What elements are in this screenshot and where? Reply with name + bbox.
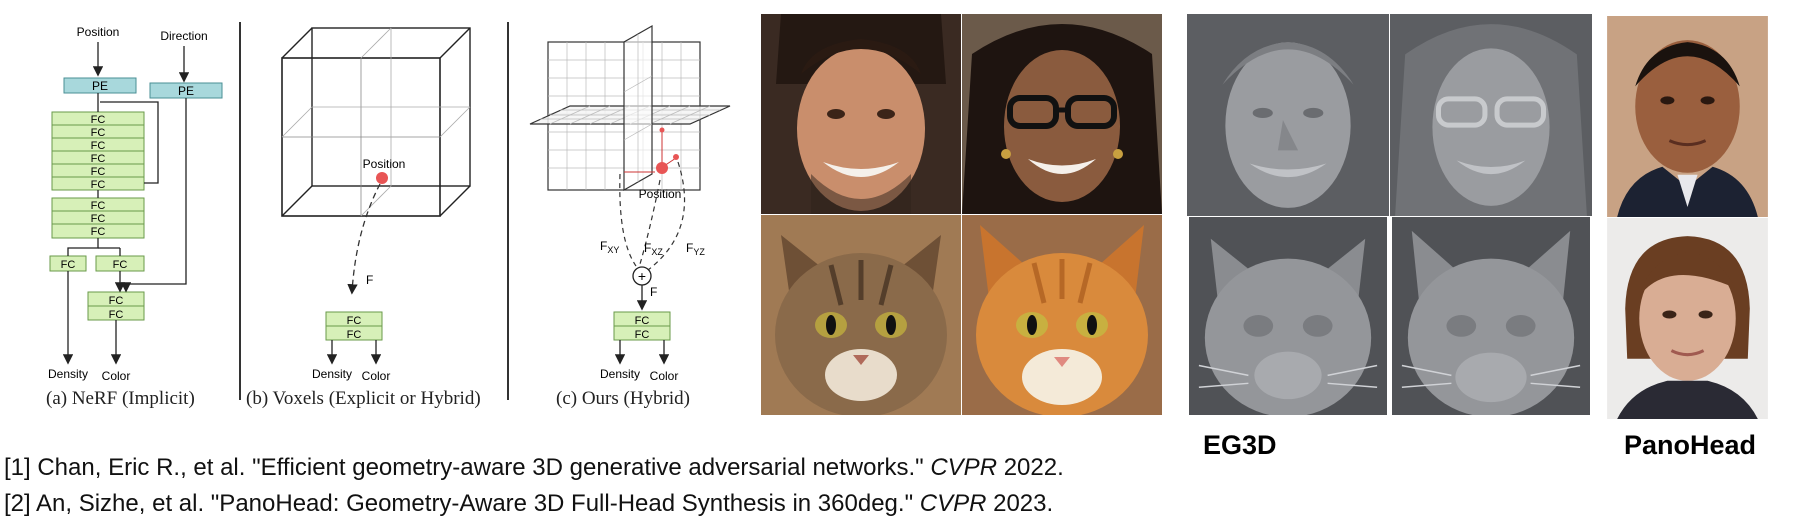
label-eg3d: EG3D [1203, 430, 1277, 460]
voxel-density-label: Density [312, 367, 352, 381]
nerf-pe-box-position [63, 77, 137, 94]
triplane-yz [623, 24, 653, 192]
fxy-label: F [600, 239, 607, 253]
caption-ours: (c) Ours (Hybrid) [556, 388, 691, 409]
nerf-fc-stack-1: FC FC FC FC FC FC [51, 111, 145, 191]
fxz-label: F [644, 241, 651, 255]
reference-2: [2] An, Sizhe, et al. "PanoHead: Geometr… [4, 490, 1054, 517]
photo-orange-cat [962, 215, 1162, 415]
geometry-man-face [1187, 14, 1389, 216]
svg-text:+: + [638, 268, 646, 284]
photo-man-face [761, 14, 961, 214]
svg-text:FC: FC [91, 226, 106, 238]
svg-text:FC: FC [91, 179, 106, 191]
caption-voxels: (b) Voxels (Explicit or Hybrid) [246, 388, 481, 409]
nerf-density-label: Density [48, 367, 88, 381]
nerf-color-label: Color [102, 369, 131, 383]
reference-1: [1] Chan, Eric R., et al. "Efficient geo… [4, 454, 1064, 481]
triplane-color-label: Color [650, 369, 679, 383]
nerf-fc-stack-2: FC FC FC [51, 197, 145, 239]
nerf-direction-label: Direction [160, 29, 207, 43]
svg-text:FC: FC [91, 114, 106, 126]
nerf-position-label: Position [77, 25, 120, 39]
svg-text:FC: FC [635, 329, 650, 341]
svg-text:FC: FC [91, 200, 106, 212]
panohead-man-face [1607, 16, 1768, 217]
architecture-diagrams: Position Direction PE PE FC FC FC FC FC … [48, 22, 731, 400]
svg-text:FC: FC [91, 153, 106, 165]
diagram-triplane: Position FXY FXZ FYZ + F FC FC Density C… [529, 24, 731, 383]
triplane-position-label: Position [639, 187, 682, 201]
svg-text:FC: FC [91, 166, 106, 178]
voxel-fc-stack: FC FC [325, 311, 383, 341]
caption-nerf: (a) NeRF (Implicit) [46, 388, 195, 409]
triplane-feature-label: F [650, 285, 657, 299]
photo-tabby-cat [761, 215, 961, 415]
voxel-sample-point [376, 172, 388, 184]
svg-text:FC: FC [113, 259, 128, 271]
voxel-color-label: Color [362, 369, 391, 383]
geometry-orange-cat [1390, 217, 1592, 415]
nerf-pe-label-direction: PE [178, 84, 194, 98]
svg-text:FC: FC [91, 140, 106, 152]
geometry-woman-face [1390, 14, 1592, 216]
voxel-feature-label: F [366, 273, 373, 287]
svg-text:FC: FC [347, 329, 362, 341]
svg-text:FC: FC [109, 309, 124, 321]
svg-text:FC: FC [91, 213, 106, 225]
svg-text:FYZ: FYZ [686, 241, 705, 257]
fyz-label: F [686, 241, 693, 255]
svg-text:FC: FC [91, 127, 106, 139]
geometry-tabby-cat [1187, 217, 1389, 415]
svg-text:FC: FC [61, 259, 76, 271]
svg-text:FXZ: FXZ [644, 241, 663, 257]
label-panohead: PanoHead [1624, 430, 1757, 460]
nerf-fc-color: FC FC [87, 291, 145, 321]
diagram-nerf: Position Direction PE PE FC FC FC FC FC … [48, 25, 223, 383]
triplane-fc-stack: FC FC [613, 311, 671, 341]
triplane-sample-point [656, 162, 668, 174]
nerf-pe-label-position: PE [92, 79, 108, 93]
diagram-voxels: Position F FC FC Density Color [281, 27, 471, 383]
voxel-position-label: Position [363, 157, 406, 171]
panohead-woman-face [1607, 218, 1768, 419]
svg-text:FXY: FXY [600, 239, 619, 255]
svg-text:FC: FC [635, 315, 650, 327]
photo-woman-face [962, 14, 1162, 214]
triplane-density-label: Density [600, 367, 640, 381]
svg-text:FC: FC [347, 315, 362, 327]
svg-text:FC: FC [109, 295, 124, 307]
